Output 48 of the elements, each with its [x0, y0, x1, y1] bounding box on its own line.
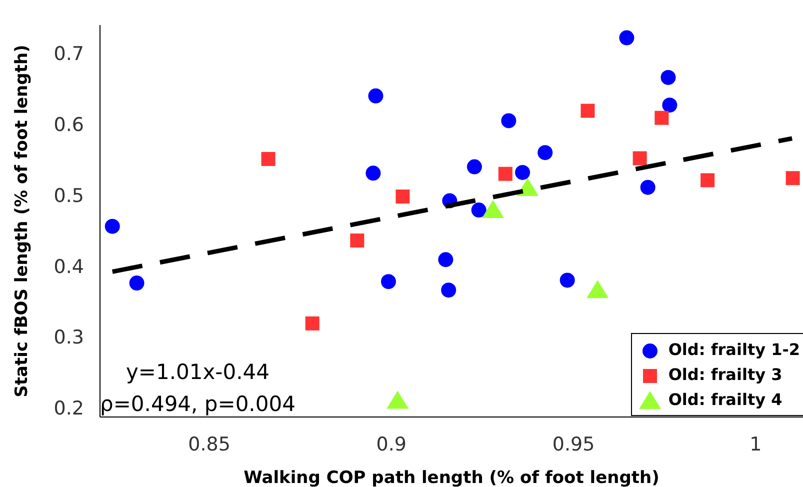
x-axis-title: Walking COP path length (% of foot length) — [244, 468, 660, 487]
point — [482, 200, 504, 218]
point — [498, 166, 512, 181]
point — [466, 159, 482, 174]
point — [441, 282, 456, 298]
point — [660, 70, 676, 85]
y-axis-title: Static fBOS length (% of foot length) — [12, 44, 32, 398]
point — [586, 280, 609, 298]
y-tick-label: 0.3 — [54, 326, 84, 349]
point — [350, 233, 364, 248]
point — [386, 390, 409, 409]
x-tick-label: 1 — [750, 433, 762, 456]
point — [501, 113, 516, 128]
legend-label: Old: frailty 4 — [668, 390, 782, 409]
point — [632, 151, 647, 166]
point — [380, 274, 396, 290]
point — [640, 180, 656, 195]
annotation: ρ=0.494, p=0.004 — [100, 391, 296, 418]
point — [619, 30, 634, 46]
y-tick-label: 0.6 — [54, 114, 84, 136]
point — [104, 218, 120, 234]
y-tick-label: 0.4 — [54, 256, 84, 278]
y-tick-label: 0.2 — [54, 398, 84, 420]
point — [538, 145, 553, 160]
point — [396, 190, 410, 204]
point — [516, 178, 539, 196]
legend-label: Old: frailty 1-2 — [668, 340, 800, 359]
point — [662, 98, 678, 113]
point — [438, 252, 454, 268]
point — [129, 276, 144, 291]
point — [366, 166, 381, 181]
annotation: y=1.01x-0.44 — [124, 359, 270, 386]
point — [471, 202, 486, 218]
legend-label: Old: frailty 3 — [668, 365, 782, 384]
point — [560, 272, 575, 288]
point — [654, 110, 669, 125]
x-tick-label: 0.9 — [376, 433, 407, 456]
point — [580, 104, 595, 118]
point — [515, 164, 530, 180]
x-tick-label: 0.85 — [188, 433, 230, 456]
point — [261, 152, 276, 166]
point — [305, 316, 320, 330]
y-tick-label: 0.5 — [54, 184, 84, 207]
x-tick-label: 0.95 — [552, 433, 595, 456]
point — [368, 88, 384, 104]
y-tick-label: 0.7 — [54, 43, 84, 66]
point — [700, 173, 715, 188]
point — [786, 171, 800, 186]
